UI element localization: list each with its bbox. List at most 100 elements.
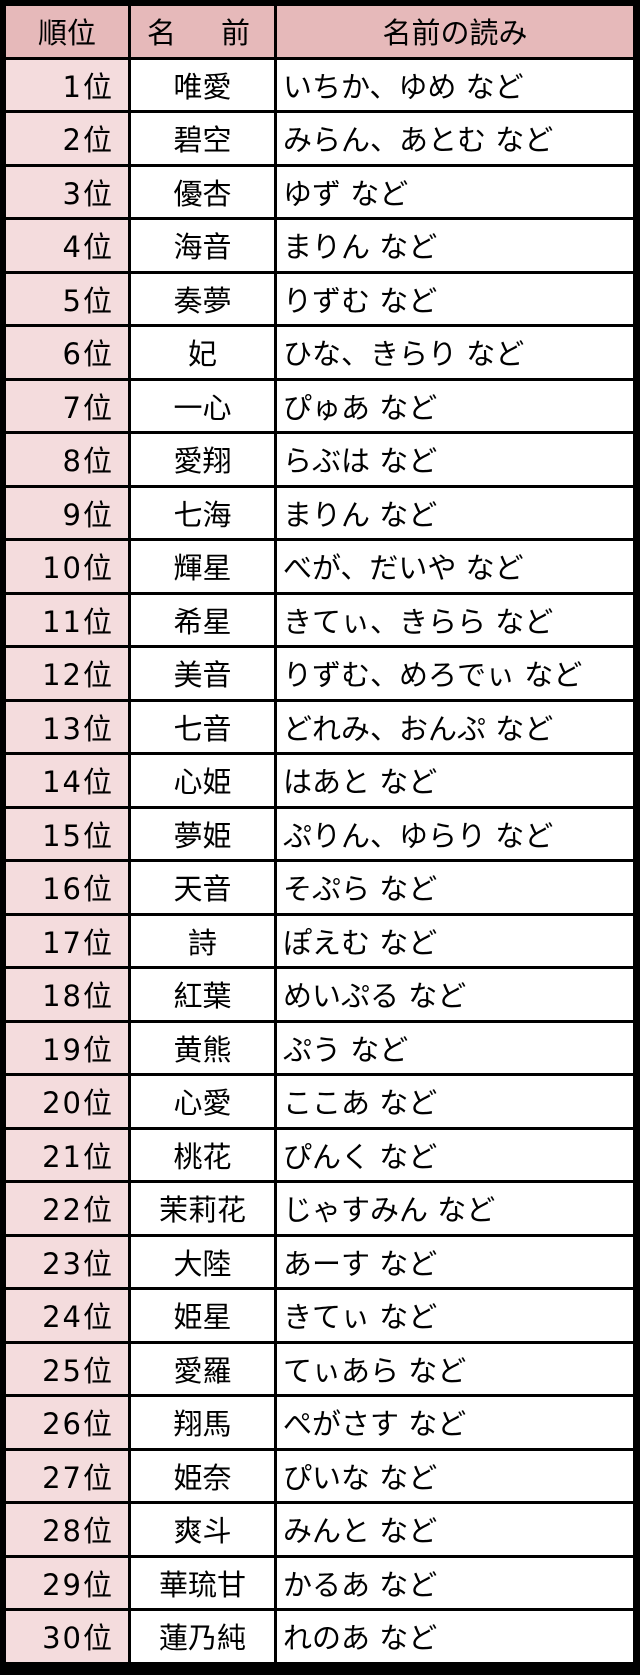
reading-cell: ここあ など [277, 1076, 636, 1130]
reading-cell: どれみ、おんぷ など [277, 701, 636, 755]
reading-cell: りずむ など [277, 273, 636, 327]
table-row: 29位 華琉甘 かるあ など [6, 1557, 636, 1611]
table-row: 10位 輝星 べが、だいや など [6, 541, 636, 595]
reading-cell: みんと など [277, 1504, 636, 1558]
table-row: 3位 優杏 ゆず など [6, 166, 636, 220]
rank-cell: 28位 [6, 1504, 131, 1558]
name-cell: 心姫 [131, 755, 277, 809]
rank-cell: 26位 [6, 1397, 131, 1451]
reading-cell: まりん など [277, 220, 636, 274]
reading-cell: ゆず など [277, 166, 636, 220]
rank-cell: 11位 [6, 594, 131, 648]
name-cell: 姫奈 [131, 1450, 277, 1504]
rank-cell: 4位 [6, 220, 131, 274]
reading-header: 名前の読み [277, 6, 636, 60]
reading-cell: きてぃ など [277, 1290, 636, 1344]
table-row: 11位 希星 きてぃ、きらら など [6, 594, 636, 648]
name-cell: 姫星 [131, 1290, 277, 1344]
rank-cell: 29位 [6, 1557, 131, 1611]
rank-cell: 2位 [6, 113, 131, 167]
rank-cell: 18位 [6, 969, 131, 1023]
reading-cell: まりん など [277, 487, 636, 541]
name-cell: 愛翔 [131, 434, 277, 488]
name-cell: 紅葉 [131, 969, 277, 1023]
name-cell: 海音 [131, 220, 277, 274]
table-row: 18位 紅葉 めいぷる など [6, 969, 636, 1023]
rank-cell: 10位 [6, 541, 131, 595]
name-cell: 輝星 [131, 541, 277, 595]
table-row: 20位 心愛 ここあ など [6, 1076, 636, 1130]
table-row: 21位 桃花 ぴんく など [6, 1129, 636, 1183]
table-row: 24位 姫星 きてぃ など [6, 1290, 636, 1344]
reading-cell: べが、だいや など [277, 541, 636, 595]
name-header-char-2: 前 [220, 16, 250, 51]
rank-cell: 5位 [6, 273, 131, 327]
name-cell: 蓮乃純 [131, 1611, 277, 1665]
reading-cell: りずむ、めろでぃ など [277, 648, 636, 702]
table-row: 23位 大陸 あーす など [6, 1236, 636, 1290]
name-cell: 心愛 [131, 1076, 277, 1130]
table-row: 7位 一心 ぴゅあ など [6, 380, 636, 434]
reading-cell: れのあ など [277, 1611, 636, 1665]
name-cell: 七音 [131, 701, 277, 755]
rank-cell: 17位 [6, 915, 131, 969]
reading-cell: いちか、ゆめ など [277, 59, 636, 113]
table-row: 1位 唯愛 いちか、ゆめ など [6, 59, 636, 113]
name-cell: 奏夢 [131, 273, 277, 327]
name-cell: 茉莉花 [131, 1183, 277, 1237]
name-header: 名前 [131, 6, 277, 60]
name-cell: 優杏 [131, 166, 277, 220]
reading-cell: はあと など [277, 755, 636, 809]
reading-cell: きてぃ、きらら など [277, 594, 636, 648]
name-cell: 翔馬 [131, 1397, 277, 1451]
name-cell: 詩 [131, 915, 277, 969]
table-row: 25位 愛羅 てぃあら など [6, 1343, 636, 1397]
table-row: 22位 茉莉花 じゃすみん など [6, 1183, 636, 1237]
rank-cell: 6位 [6, 327, 131, 381]
reading-cell: らぶは など [277, 434, 636, 488]
name-cell: 唯愛 [131, 59, 277, 113]
table-row: 27位 姫奈 ぴいな など [6, 1450, 636, 1504]
rank-cell: 3位 [6, 166, 131, 220]
name-ranking-table: 順位 名前 名前の読み 1位 唯愛 いちか、ゆめ など 2位 碧空 みらん、あとむ など 3… [6, 6, 636, 1665]
rank-cell: 1位 [6, 59, 131, 113]
reading-cell: みらん、あとむ など [277, 113, 636, 167]
reading-cell: ぴんく など [277, 1129, 636, 1183]
name-cell: 希星 [131, 594, 277, 648]
name-cell: 天音 [131, 862, 277, 916]
rank-cell: 27位 [6, 1450, 131, 1504]
table-row: 16位 天音 そぷら など [6, 862, 636, 916]
header-row: 順位 名前 名前の読み [6, 6, 636, 60]
table-row: 15位 夢姫 ぷりん、ゆらり など [6, 808, 636, 862]
rank-cell: 15位 [6, 808, 131, 862]
reading-cell: ぷりん、ゆらり など [277, 808, 636, 862]
name-cell: 美音 [131, 648, 277, 702]
table-row: 26位 翔馬 ぺがさす など [6, 1397, 636, 1451]
rank-cell: 12位 [6, 648, 131, 702]
reading-cell: ひな、きらり など [277, 327, 636, 381]
table-row: 2位 碧空 みらん、あとむ など [6, 113, 636, 167]
name-cell: 愛羅 [131, 1343, 277, 1397]
rank-cell: 14位 [6, 755, 131, 809]
rank-cell: 16位 [6, 862, 131, 916]
table-row: 19位 黄熊 ぷう など [6, 1022, 636, 1076]
table-row: 5位 奏夢 りずむ など [6, 273, 636, 327]
reading-cell: めいぷる など [277, 969, 636, 1023]
reading-cell: そぷら など [277, 862, 636, 916]
name-cell: 黄熊 [131, 1022, 277, 1076]
rank-cell: 25位 [6, 1343, 131, 1397]
reading-cell: ぽえむ など [277, 915, 636, 969]
name-cell: 爽斗 [131, 1504, 277, 1558]
reading-cell: ぴいな など [277, 1450, 636, 1504]
reading-cell: ぴゅあ など [277, 380, 636, 434]
rank-cell: 13位 [6, 701, 131, 755]
rank-cell: 7位 [6, 380, 131, 434]
name-cell: 妃 [131, 327, 277, 381]
name-cell: 一心 [131, 380, 277, 434]
name-cell: 大陸 [131, 1236, 277, 1290]
table-row: 14位 心姫 はあと など [6, 755, 636, 809]
reading-cell: てぃあら など [277, 1343, 636, 1397]
table-row: 9位 七海 まりん など [6, 487, 636, 541]
table-row: 13位 七音 どれみ、おんぷ など [6, 701, 636, 755]
reading-cell: ぺがさす など [277, 1397, 636, 1451]
